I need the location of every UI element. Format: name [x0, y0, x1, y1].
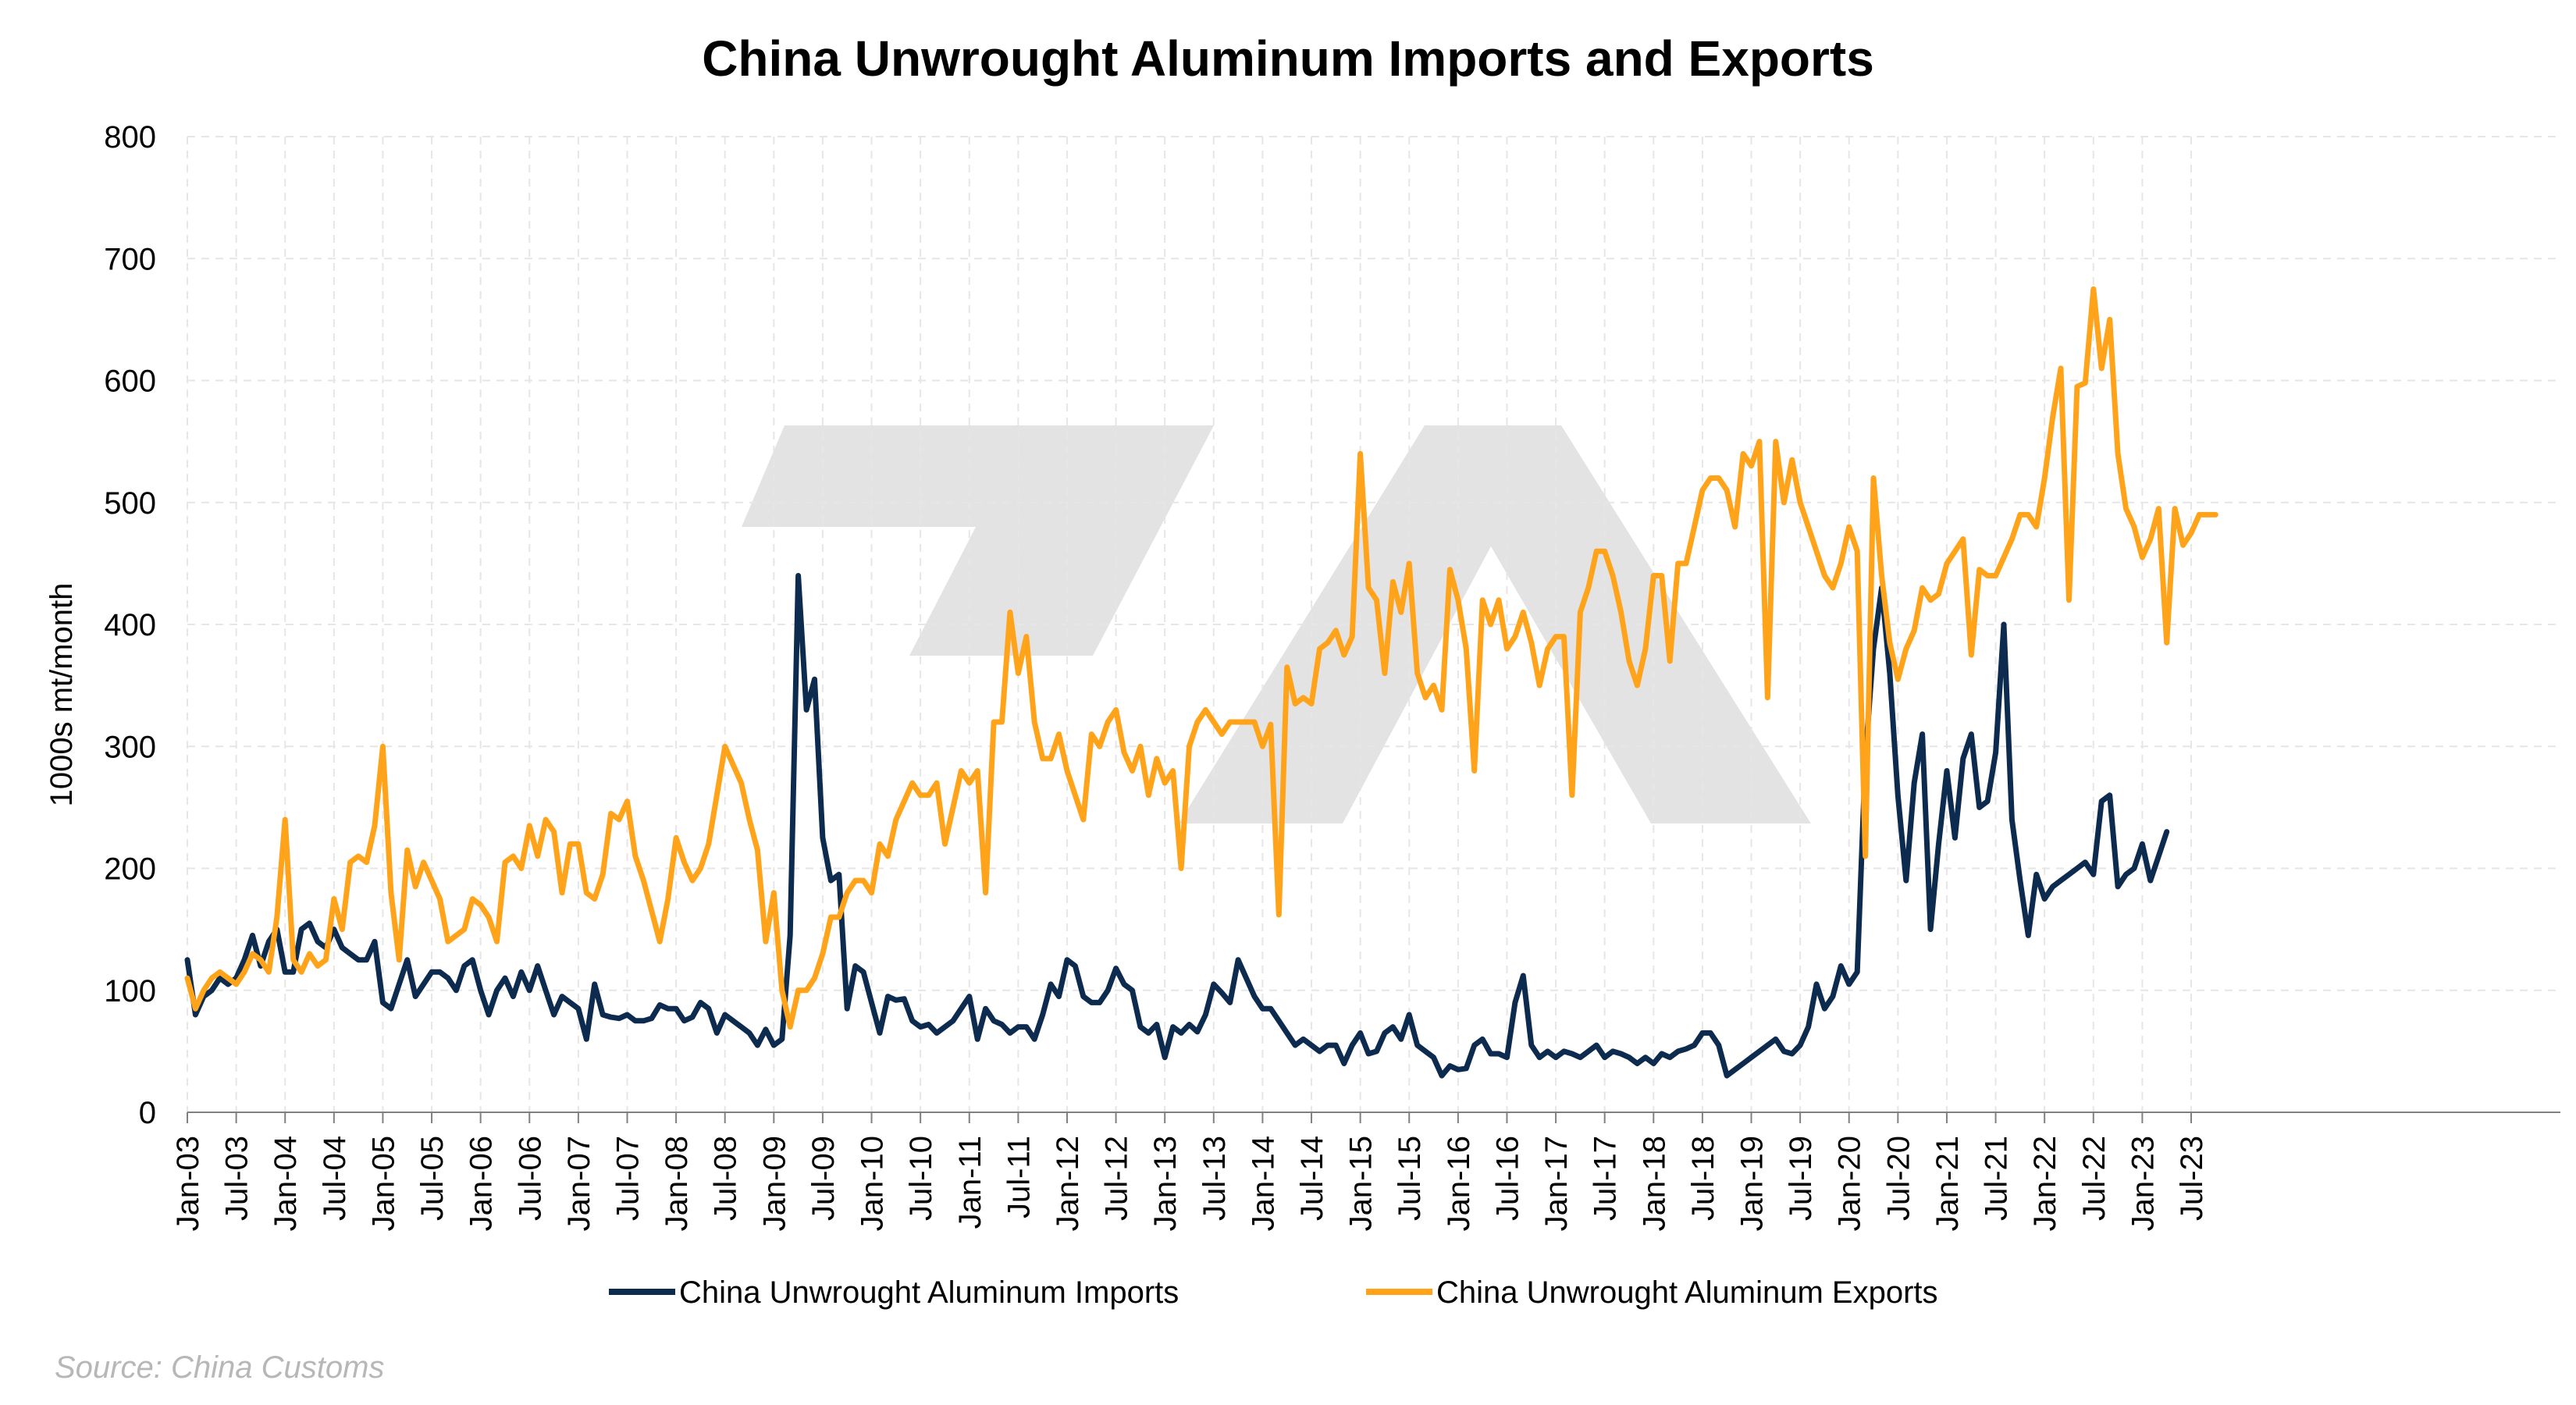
x-tick-label: Jul-13	[1197, 1136, 1232, 1221]
x-tick-label: Jan-18	[1637, 1136, 1671, 1231]
series-layer	[184, 286, 2218, 1079]
legend: China Unwrought Aluminum Imports China Un…	[609, 1275, 1938, 1310]
x-tick-label: Jan-10	[856, 1136, 890, 1231]
legend-label-imports: China Unwrought Aluminum Imports	[679, 1275, 1179, 1310]
legend-label-exports: China Unwrought Aluminum Exports	[1436, 1275, 1938, 1310]
x-tick-label: Jan-06	[464, 1136, 499, 1231]
x-tick-label: Jul-21	[1980, 1136, 2014, 1221]
x-tick-label: Jul-15	[1393, 1136, 1427, 1221]
x-tick-label: Jan-08	[660, 1136, 694, 1231]
x-tick-label: Jul-09	[806, 1136, 841, 1221]
x-tick-label: Jul-06	[513, 1136, 547, 1221]
x-tick-label: Jan-05	[366, 1136, 400, 1231]
x-tick-label: Jan-15	[1344, 1136, 1379, 1231]
x-tick-label: Jul-12	[1100, 1136, 1134, 1221]
x-tick-label: Jul-14	[1295, 1136, 1329, 1221]
x-tick-label: Jan-09	[757, 1136, 792, 1231]
x-tick-label: Jul-05	[415, 1136, 450, 1221]
x-tick-label: Jul-03	[220, 1136, 254, 1221]
x-tick-label: Jul-17	[1589, 1136, 1623, 1221]
x-tick-label: Jul-16	[1490, 1136, 1525, 1221]
y-tick-label: 300	[104, 730, 156, 764]
y-tick-label: 800	[104, 120, 156, 155]
axis-layer: 0 100 200 300 400 500 600 700 800 Jan-03 Jul-03 Jan…	[104, 120, 2560, 1231]
x-tick-label: Jan-16	[1442, 1136, 1476, 1231]
x-tick-label: Jul-22	[2077, 1136, 2112, 1221]
x-tick-label: Jan-20	[1833, 1136, 1867, 1231]
exports-series-line	[184, 286, 2218, 1030]
x-tick-label: Jul-08	[709, 1136, 743, 1221]
x-tick-label: Jul-11	[1002, 1136, 1036, 1218]
chart-title: China Unwrought Aluminum Imports and Exp…	[702, 30, 1874, 87]
x-tick-label: Jan-19	[1735, 1136, 1770, 1231]
watermark-a	[1179, 425, 1811, 823]
y-axis-title: 1000s mt/month	[44, 583, 79, 807]
x-tick-label: Jan-03	[171, 1136, 205, 1231]
y-tick-label: 500	[104, 486, 156, 521]
y-tick-label: 200	[104, 852, 156, 887]
x-tick-label: Jan-04	[269, 1136, 303, 1231]
watermark-logo	[742, 425, 1811, 823]
x-tick-label: Jan-14	[1246, 1136, 1280, 1231]
x-tick-label: Jan-07	[562, 1136, 596, 1231]
x-tick-label: Jul-23	[2175, 1136, 2209, 1221]
x-tick-label: Jan-23	[2126, 1136, 2160, 1231]
y-tick-label: 600	[104, 365, 156, 399]
imports-series-line	[184, 573, 2170, 1079]
x-tick-label: Jan-17	[1539, 1136, 1574, 1231]
x-tick-label: Jan-12	[1051, 1136, 1085, 1231]
x-tick-label: Jan-22	[2028, 1136, 2062, 1231]
watermark-seven	[742, 425, 1214, 656]
y-tick-label: 400	[104, 608, 156, 642]
y-tick-label: 700	[104, 242, 156, 276]
x-tick-label: Jul-10	[904, 1136, 938, 1221]
y-tick-label: 0	[139, 1096, 156, 1130]
x-tick-label: Jul-20	[1881, 1136, 1916, 1221]
x-tick-label: Jul-04	[318, 1136, 352, 1221]
x-tick-label: Jan-21	[1930, 1136, 1965, 1231]
x-tick-label: Jan-11	[953, 1136, 987, 1229]
x-tick-label: Jul-07	[610, 1136, 645, 1221]
grid-layer	[187, 136, 2560, 1113]
x-tick-label: Jan-13	[1148, 1136, 1183, 1231]
x-tick-label: Jul-19	[1784, 1136, 1818, 1221]
y-tick-label: 100	[104, 974, 156, 1008]
source-note: Source: China Customs	[55, 1350, 385, 1385]
x-tick-label: Jul-18	[1686, 1136, 1720, 1221]
